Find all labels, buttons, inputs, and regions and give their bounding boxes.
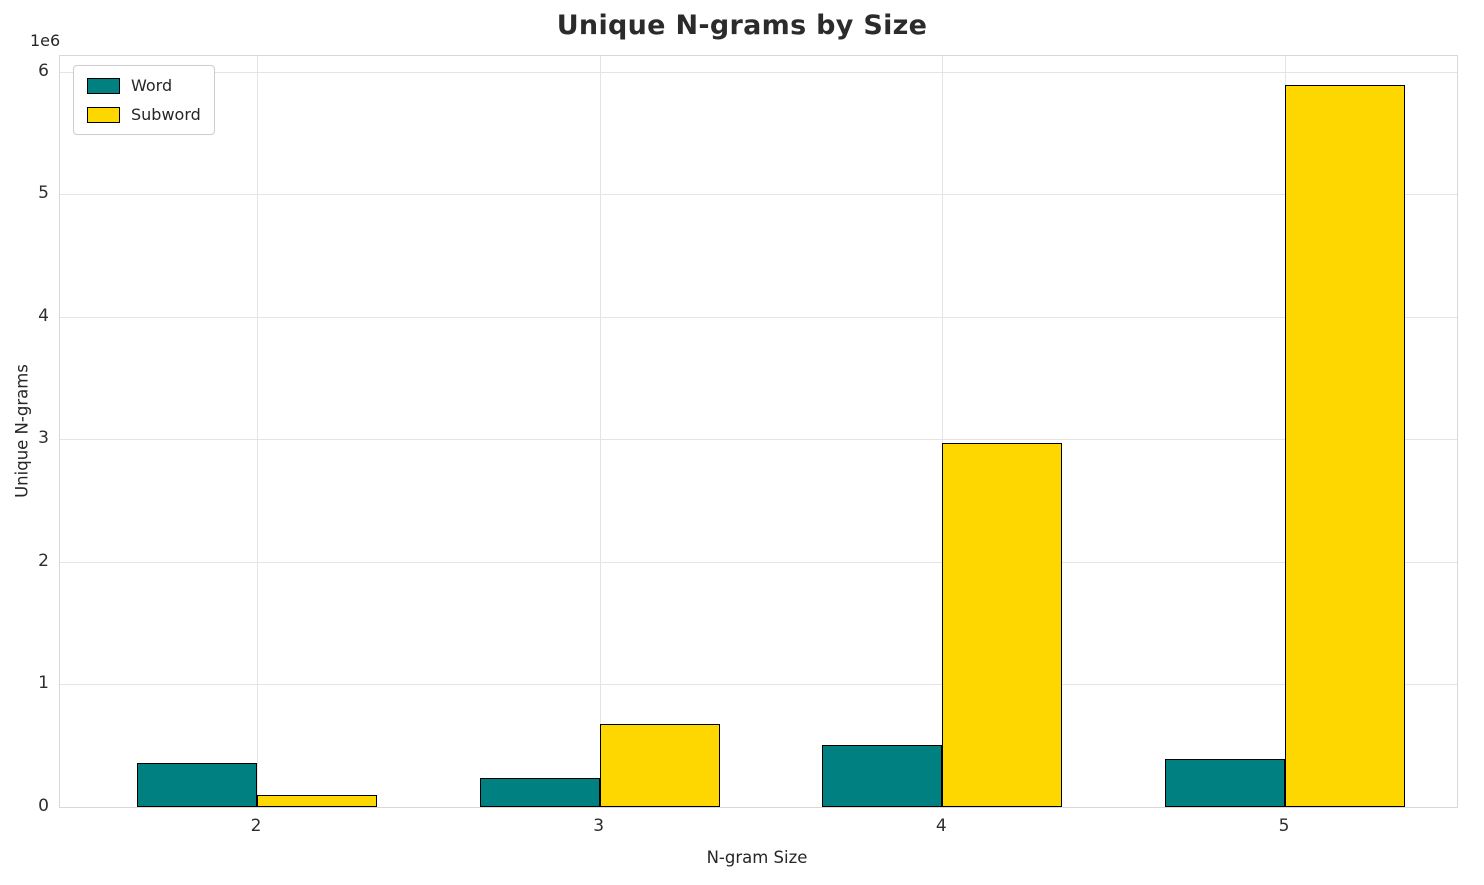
- legend-label-word: Word: [131, 76, 173, 95]
- y-tick-label: 2: [38, 550, 49, 571]
- y-tick-label: 6: [38, 60, 49, 81]
- gridline-vertical: [599, 56, 601, 807]
- gridline-horizontal: [60, 71, 1457, 73]
- gridline-horizontal: [60, 194, 1457, 196]
- x-axis-label: N-gram Size: [706, 848, 808, 867]
- y-tick-label: 4: [38, 305, 49, 326]
- gridline-horizontal: [60, 439, 1457, 441]
- gridline-horizontal: [60, 561, 1457, 563]
- y-axis-offset-text: 1e6: [30, 31, 61, 50]
- legend-label-subword: Subword: [131, 105, 201, 124]
- legend-swatch-word: [87, 77, 120, 94]
- legend: Word Subword: [73, 65, 215, 135]
- bar-word-ngram-5: [1165, 758, 1285, 807]
- bar-subword-ngram-4: [942, 442, 1063, 807]
- plot-area: Word Subword: [59, 55, 1458, 808]
- bar-word-ngram-2: [137, 762, 258, 807]
- legend-item-word: Word: [87, 76, 201, 95]
- x-tick-label: 4: [935, 816, 947, 836]
- chart-title: Unique N-grams by Size: [556, 10, 928, 41]
- y-tick-label: 0: [38, 796, 49, 816]
- bar-word-ngram-3: [479, 777, 600, 807]
- legend-swatch-subword: [87, 106, 120, 123]
- bar-subword-ngram-2: [257, 795, 377, 807]
- x-tick-label: 5: [1278, 816, 1290, 836]
- gridline-horizontal: [60, 684, 1457, 686]
- bar-subword-ngram-3: [599, 723, 720, 807]
- bar-word-ngram-4: [822, 744, 943, 807]
- y-tick-label: 1: [38, 673, 49, 694]
- y-tick-label: 3: [38, 428, 49, 449]
- legend-item-subword: Subword: [87, 105, 201, 124]
- gridline-vertical: [257, 56, 259, 807]
- bar-subword-ngram-5: [1284, 85, 1405, 807]
- x-tick-label: 2: [250, 816, 262, 836]
- gridline-horizontal: [60, 316, 1457, 318]
- x-tick-label: 3: [593, 816, 605, 836]
- y-tick-label: 5: [38, 183, 49, 204]
- gridline-vertical: [942, 56, 944, 807]
